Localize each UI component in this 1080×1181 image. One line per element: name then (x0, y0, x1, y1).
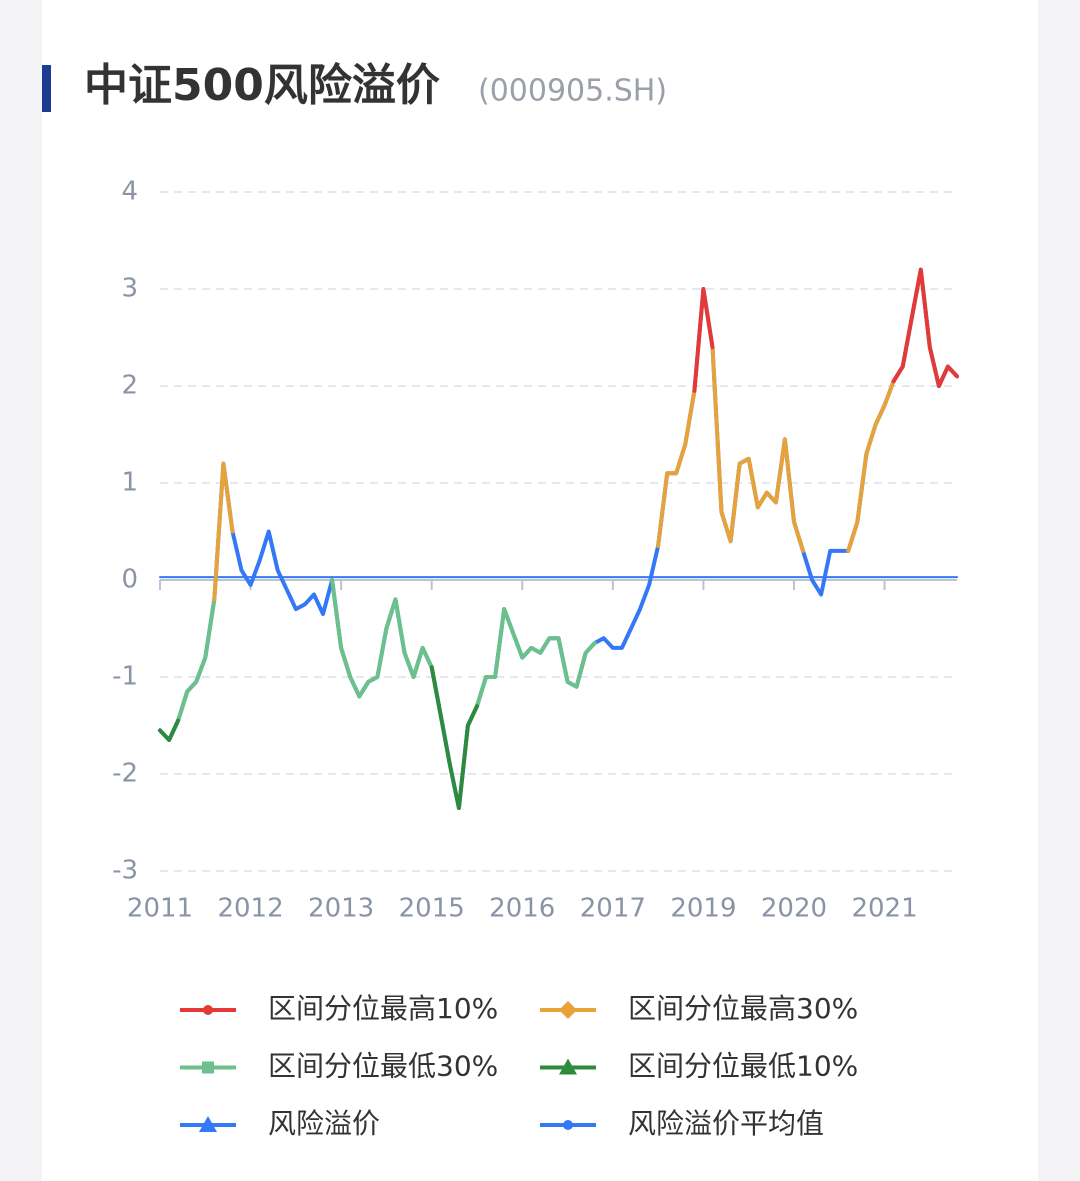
series-line (158, 267, 959, 810)
y-tick-label: 0 (121, 565, 138, 595)
x-tick-label: 2020 (761, 894, 827, 924)
legend-label: 风险溢价 (268, 1107, 380, 1140)
legend-marker (559, 1001, 577, 1019)
y-tick-label: 1 (121, 468, 138, 498)
series-line (158, 665, 479, 810)
legend-label: 区间分位最低30% (268, 1050, 498, 1083)
x-tick-label: 2012 (217, 894, 283, 924)
x-tick-label: 2021 (851, 894, 917, 924)
series-line (176, 578, 597, 728)
legend-marker (563, 1120, 573, 1130)
legend-label: 区间分位最低10% (628, 1050, 858, 1083)
y-tick-label: -3 (112, 856, 138, 886)
title-accent (42, 65, 51, 112)
y-tick-label: 2 (121, 371, 138, 401)
legend-marker (199, 1116, 217, 1132)
legend-label: 区间分位最高30% (628, 992, 858, 1025)
chart-title: 中证500风险溢价 (84, 60, 440, 111)
legend-marker (559, 1058, 577, 1075)
legend-label: 区间分位最高10% (268, 992, 498, 1025)
x-tick-label: 2017 (580, 894, 646, 924)
x-tick-label: 2015 (399, 894, 465, 924)
chart-subtitle: (000905.SH) (478, 74, 667, 109)
series-line (212, 345, 896, 602)
x-tick-label: 2016 (489, 894, 555, 924)
series-line (692, 267, 959, 393)
y-tick-label: 4 (121, 177, 138, 207)
y-tick-label: -2 (112, 759, 138, 789)
legend-marker (203, 1005, 213, 1015)
y-tick-label: 3 (121, 274, 138, 304)
legend-label: 风险溢价平均值 (628, 1107, 824, 1140)
card (42, 0, 1038, 1181)
x-tick-label: 2019 (670, 894, 736, 924)
x-tick-label: 2011 (127, 894, 193, 924)
y-tick-label: -1 (112, 662, 138, 692)
legend-marker (202, 1061, 214, 1074)
x-tick-label: 2013 (308, 894, 374, 924)
